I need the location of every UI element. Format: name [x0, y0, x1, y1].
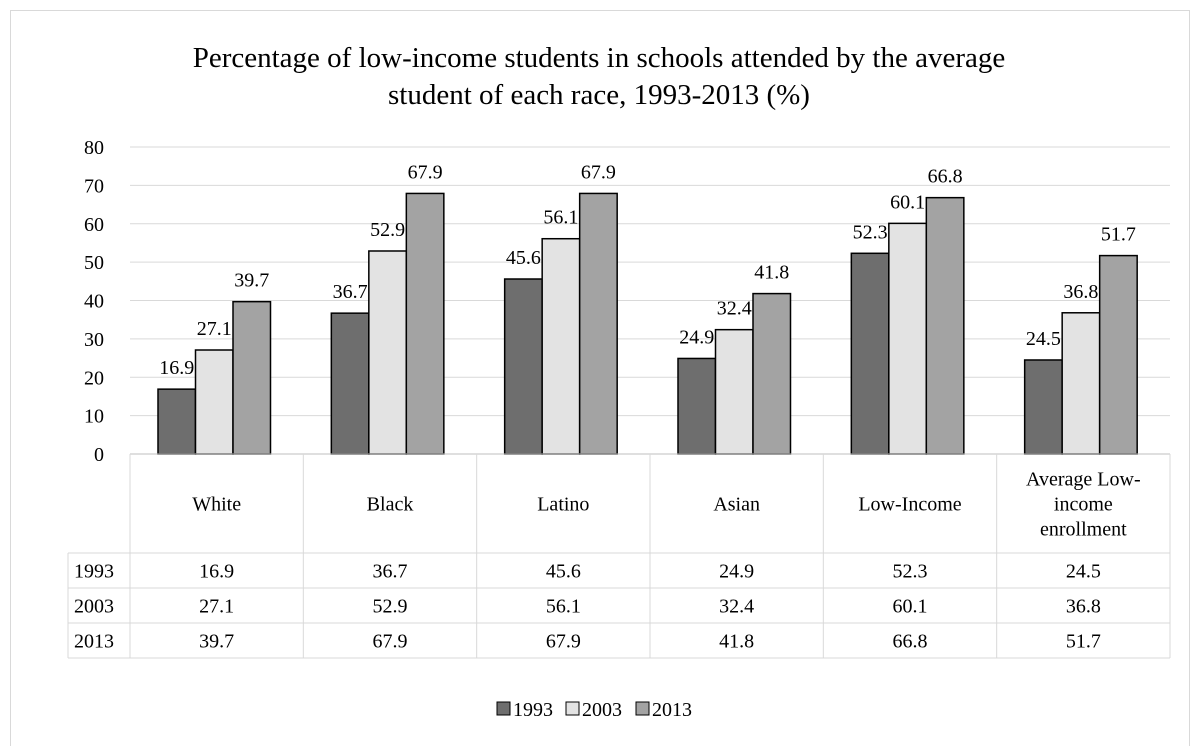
table-row-label: 2003 [74, 596, 114, 618]
table-header-cell: income [1054, 494, 1113, 516]
bar-2013-5 [1098, 254, 1138, 455]
bar-2003-5 [1061, 312, 1101, 455]
bar-1993-0 [157, 388, 197, 455]
data-label: 41.8 [754, 262, 789, 284]
bar-2003-4 [888, 222, 928, 455]
y-tick-label: 40 [84, 291, 104, 313]
data-labels: 16.927.1 39.7 36.7 52.9 67.9 45.656.1 67.9 24.9… [159, 161, 1136, 379]
bar-1993-3 [677, 357, 717, 455]
data-label: 52.3 [853, 221, 888, 243]
bar-2013-1 [405, 192, 445, 455]
y-tick-label: 20 [84, 367, 104, 389]
bar-2003-3 [714, 328, 754, 455]
y-tick-label: 80 [84, 137, 104, 159]
y-axis: 0 10 20 30 40 50 60 70 80 [84, 137, 104, 466]
data-label: 39.7 [234, 270, 269, 292]
table-cell: 32.4 [719, 596, 754, 618]
table-header-cell: Low-Income [858, 494, 961, 516]
y-tick-label: 70 [84, 175, 104, 197]
table-cell: 39.7 [199, 631, 234, 653]
table-header-cell: Black [367, 494, 414, 516]
bar-2003-2 [541, 237, 581, 455]
table-cell: 67.9 [373, 631, 408, 653]
table-header-cell: White [192, 494, 241, 516]
table-cell: 60.1 [893, 596, 928, 618]
table-cell: 51.7 [1066, 631, 1101, 653]
legend-swatch-2003 [565, 701, 580, 716]
y-tick-label: 10 [84, 406, 104, 428]
table-header-cell: Average Low- [1026, 469, 1141, 491]
data-label: 32.4 [717, 298, 752, 320]
chart-title-line: Percentage of low-income students in sch… [193, 42, 1006, 74]
bar-1993-4 [850, 252, 890, 455]
data-label: 24.5 [1026, 328, 1061, 350]
gridlines [130, 146, 1170, 417]
y-tick-label: 60 [84, 214, 104, 236]
table-cell: 66.8 [893, 631, 928, 653]
data-label: 66.8 [928, 166, 963, 188]
chart-title: Percentage of low-income students in sch… [193, 42, 1006, 111]
data-label: 60.1 [890, 191, 925, 213]
y-tick-label: 0 [94, 444, 104, 466]
table-row-label: 2013 [74, 631, 114, 653]
table-cell: 41.8 [719, 631, 754, 653]
y-tick-label: 30 [84, 329, 104, 351]
bar-2003-1 [368, 250, 408, 455]
table-header-cell: enrollment [1040, 519, 1127, 541]
table-row-label: 1993 [74, 561, 114, 583]
table-cell: 67.9 [546, 631, 581, 653]
table-cell: 52.3 [893, 561, 928, 583]
data-label: 56.1 [543, 207, 578, 229]
bars [157, 192, 1138, 455]
bar-1993-2 [503, 278, 543, 455]
bar-2013-4 [925, 196, 965, 455]
table-cell: 36.8 [1066, 596, 1101, 618]
legend-label: 2003 [582, 699, 622, 721]
bar-1993-1 [330, 312, 370, 455]
table-cell: 56.1 [546, 596, 581, 618]
data-label: 67.9 [408, 161, 443, 183]
data-table: White Black Latino Asian Low-Income Average L… [67, 453, 1171, 659]
table-cell: 36.7 [373, 561, 408, 583]
data-label: 36.8 [1063, 281, 1098, 303]
legend-swatch-1993 [496, 701, 511, 716]
legend-label: 1993 [513, 699, 553, 721]
bar-1993-5 [1023, 359, 1063, 455]
bar-2013-2 [578, 192, 618, 455]
bar-2003-0 [194, 349, 234, 455]
table-cell: 24.5 [1066, 561, 1101, 583]
data-label: 27.1 [197, 318, 232, 340]
table-header-cell: Asian [713, 494, 760, 516]
data-label: 67.9 [581, 161, 616, 183]
data-label: 24.9 [679, 326, 714, 348]
bar-2013-3 [752, 292, 792, 455]
table-cell: 27.1 [199, 596, 234, 618]
chart-title-line: student of each race, 1993-2013 (%) [388, 79, 810, 111]
data-label: 16.9 [159, 357, 194, 379]
table-cell: 16.9 [199, 561, 234, 583]
data-label: 45.6 [506, 247, 541, 269]
data-label: 36.7 [333, 281, 368, 303]
bar-2013-0 [232, 300, 272, 455]
y-tick-label: 50 [84, 252, 104, 274]
legend: 1993 2003 2013 [496, 699, 692, 721]
chart-frame [10, 10, 1190, 746]
data-label: 51.7 [1101, 224, 1136, 246]
data-label: 52.9 [370, 219, 405, 241]
table-cell: 52.9 [373, 596, 408, 618]
table-cell: 24.9 [719, 561, 754, 583]
table-cell: 45.6 [546, 561, 581, 583]
legend-label: 2013 [652, 699, 692, 721]
legend-swatch-2013 [635, 701, 650, 716]
table-header-cell: Latino [537, 494, 589, 516]
